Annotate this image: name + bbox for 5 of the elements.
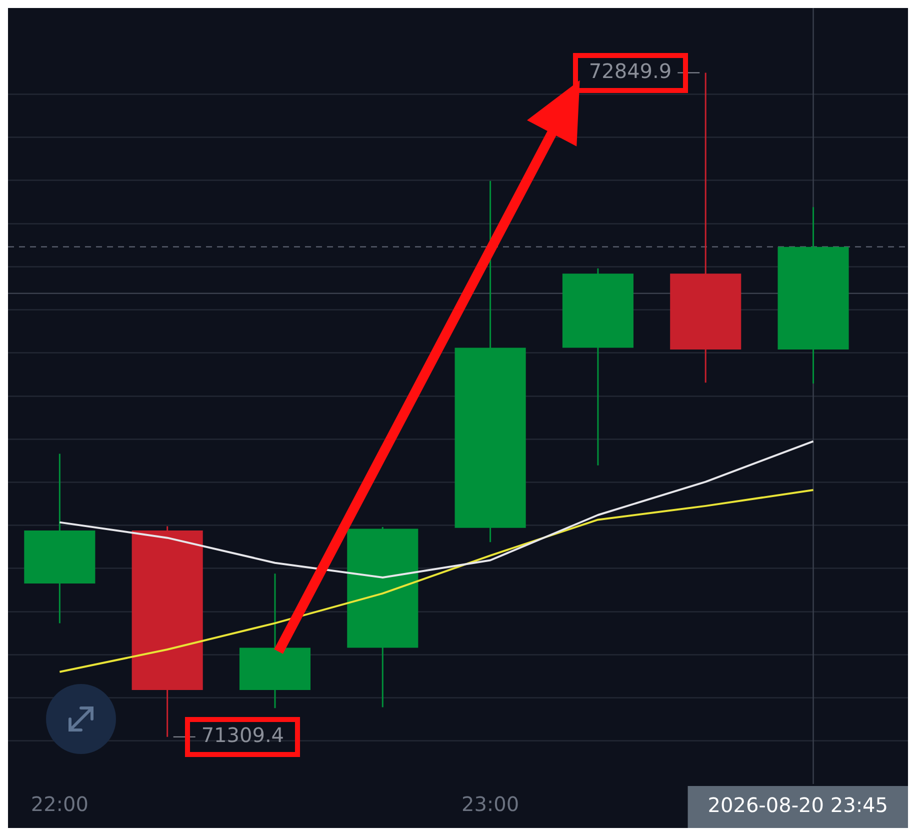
annotation: 71309.4 <box>201 723 284 748</box>
x-tick-label: 23:00 <box>461 792 520 816</box>
annotation: 72849.9 <box>588 58 672 83</box>
x-tick-label: 22:00 <box>30 792 88 816</box>
text: 2026-08-20 23:45 <box>708 793 888 818</box>
